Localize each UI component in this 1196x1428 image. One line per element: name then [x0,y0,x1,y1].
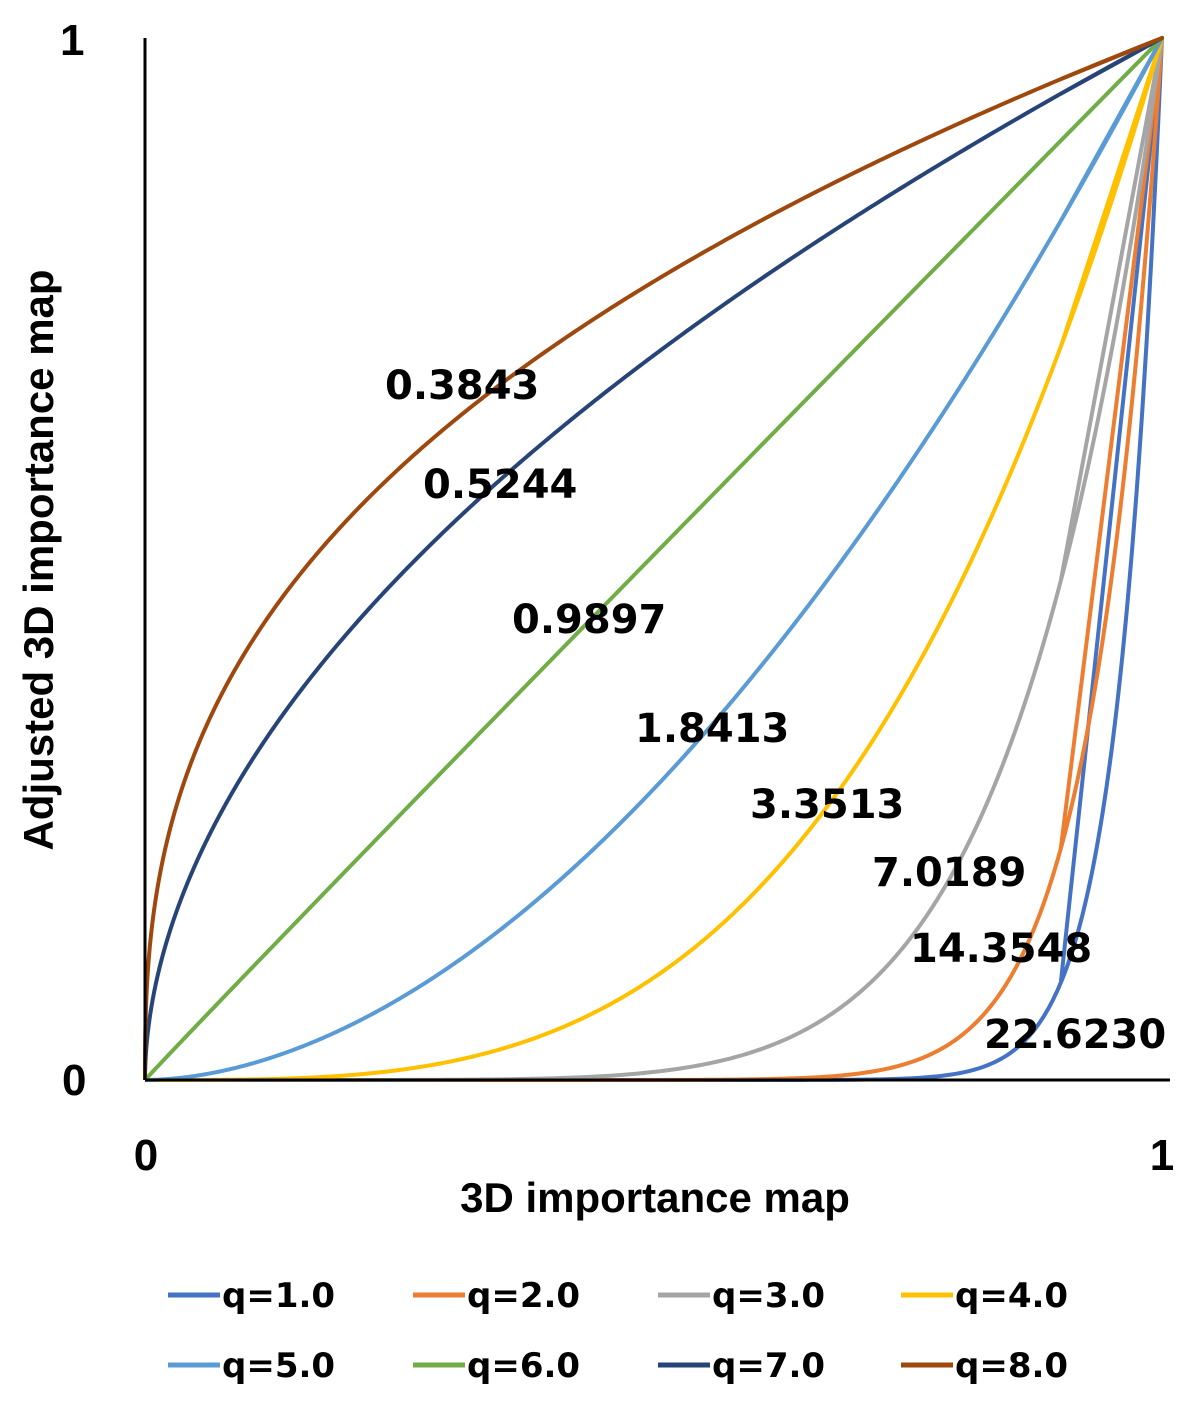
curve-label-7: 22.6230 [984,1012,1166,1058]
series-line-5 [143,36,1164,1082]
curve-label-6: 14.3548 [910,926,1092,972]
legend-label-1: q=2.0 [467,1276,580,1316]
curve-labels: 0.3843 0.5244 0.9897 1.8413 3.3513 7.018… [385,363,1166,1058]
legend-label-0: q=1.0 [222,1276,335,1316]
x-tick-label-left: 0 [134,1131,158,1180]
curve-label-0: 0.3843 [385,363,539,409]
curve-label-4: 3.3513 [750,782,904,828]
series-line-6 [143,36,1164,1081]
curve-label-1: 0.5244 [423,462,577,508]
legend-label-5: q=6.0 [467,1346,580,1386]
x-axis-title: 3D importance map [460,1174,850,1221]
legend-label-7: q=8.0 [955,1346,1068,1386]
legend-label-2: q=3.0 [712,1276,825,1316]
y-axis-title: Adjusted 3D importance map [15,269,62,850]
curve-group [143,36,1164,1082]
legend-item-7: q=8.0 [901,1346,1068,1386]
series-line-4 [143,36,1164,1082]
legend-item-0: q=1.0 [168,1276,335,1316]
legend-item-2: q=3.0 [658,1276,825,1316]
curve-label-3: 1.8413 [635,706,789,752]
legend-item-4: q=5.0 [168,1346,335,1386]
y-tick-label-top: 1 [60,16,84,65]
legend-label-6: q=7.0 [712,1346,825,1386]
legend: q=1.0 q=2.0 q=3.0 q=4.0 q=5.0 q=6.0 q=7.0 q=8.0 [168,1276,1068,1386]
x-tick-label-right: 1 [1150,1131,1174,1180]
y-tick-label-bottom: 0 [62,1056,86,1105]
legend-label-3: q=4.0 [955,1276,1068,1316]
series-line-7 [143,36,1164,1081]
curve-label-2: 0.9897 [512,597,666,643]
legend-item-3: q=4.0 [901,1276,1068,1316]
curve-label-5: 7.0189 [872,850,1026,896]
legend-item-5: q=6.0 [413,1346,580,1386]
legend-item-6: q=7.0 [658,1346,825,1386]
legend-label-4: q=5.0 [222,1346,335,1386]
legend-item-1: q=2.0 [413,1276,580,1316]
